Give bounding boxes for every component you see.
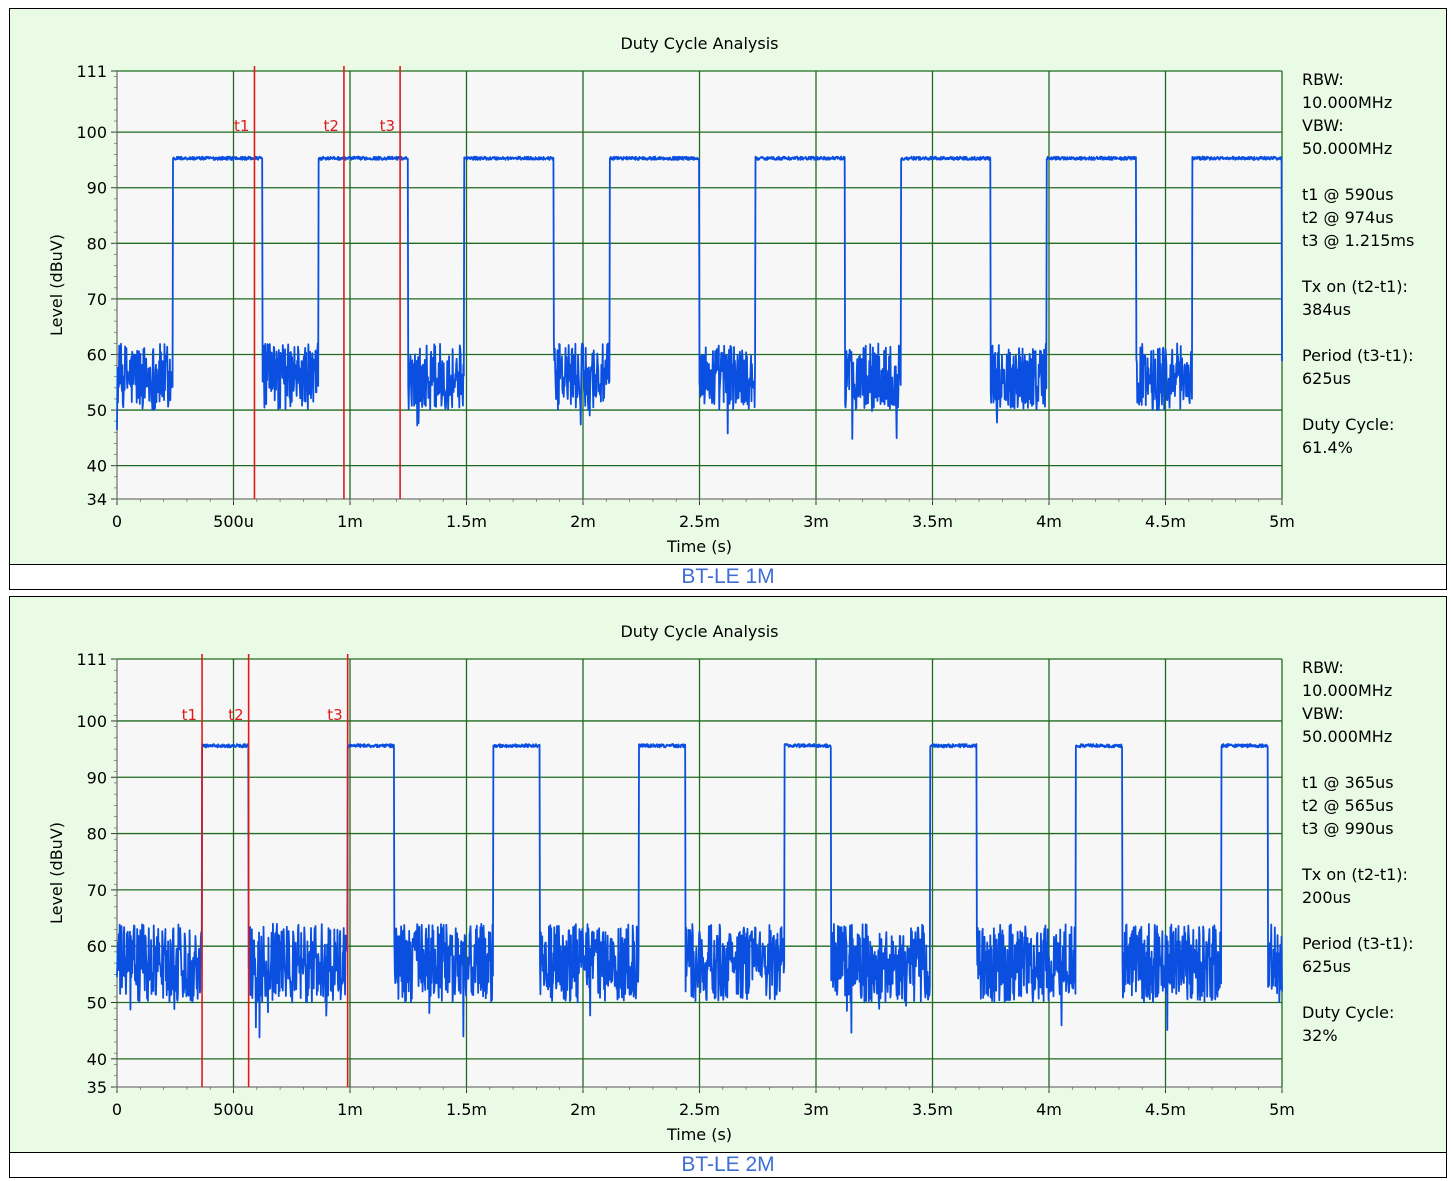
chart-caption-2m: BT-LE 2M [681,1153,775,1176]
x-tick-label: 4.5m [1145,512,1186,531]
x-tick-label: 2.5m [679,1100,720,1119]
x-tick-label: 500u [213,512,254,531]
y-tick-label: 50 [87,994,107,1013]
info-line: t3 @ 1.215ms [1302,231,1414,250]
x-tick-label: 0 [112,512,122,531]
y-tick-label: 70 [87,290,107,309]
info-line: 625us [1302,369,1351,388]
y-axis-label: Level (dBuV) [47,234,66,336]
info-line: 50.000MHz [1302,139,1392,158]
marker-label-t1: t1 [182,706,197,724]
info-line: Tx on (t2-t1): [1301,277,1408,296]
chart-title: Duty Cycle Analysis [620,34,778,53]
y-tick-label: 34 [87,490,107,509]
y-tick-label: 35 [87,1078,107,1097]
y-tick-label: 50 [87,401,107,420]
x-tick-label: 1.5m [446,512,487,531]
x-tick-label: 1m [337,512,363,531]
x-axis-label: Time (s) [666,1125,732,1144]
signal-trace [116,743,1283,1039]
duty-cycle-chart-2m: Duty Cycle Analysis 35 40 50 60 70 80 90 100 111 0… [47,622,1414,1144]
chart-panel-2: Duty Cycle Analysis 35 40 50 60 70 80 90 100 111 0… [9,596,1447,1178]
signal-trace [116,155,1283,440]
y-tick-label: 90 [87,768,107,787]
marker-label-t2: t2 [324,117,339,135]
y-tick-label: 111 [76,650,107,669]
x-tick-label: 3m [803,1100,829,1119]
x-tick-label: 0 [112,1100,122,1119]
marker-label-t2: t2 [228,706,243,724]
x-axis-label: Time (s) [666,537,732,556]
x-tick-label: 2.5m [679,512,720,531]
y-tick-label: 90 [87,179,107,198]
info-line: 200us [1302,888,1351,907]
info-line: 384us [1302,300,1351,319]
y-tick-label: 80 [87,825,107,844]
info-line: 10.000MHz [1302,681,1392,700]
marker-label-t1: t1 [234,117,249,135]
y-tick-label: 80 [87,234,107,253]
info-line: 10.000MHz [1302,93,1392,112]
x-tick-label: 3m [803,512,829,531]
info-line: Period (t3-t1): [1302,346,1414,365]
x-tick-label: 1.5m [446,1100,487,1119]
info-line: t2 @ 565us [1302,796,1394,815]
x-tick-label: 5m [1269,1100,1295,1119]
x-tick-label: 1m [337,1100,363,1119]
x-tick-label: 2m [570,1100,596,1119]
info-line: t1 @ 365us [1302,773,1394,792]
info-line: RBW: [1302,658,1344,677]
x-tick-label: 3.5m [912,1100,953,1119]
marker-label-t3: t3 [380,117,395,135]
y-axis-label: Level (dBuV) [47,822,66,924]
x-tick-label: 2m [570,512,596,531]
y-tick-label: 100 [76,712,107,731]
info-line: t1 @ 590us [1302,185,1394,204]
info-line: RBW: [1302,70,1344,89]
y-tick-label: 111 [76,62,107,81]
x-tick-label: 5m [1269,512,1295,531]
info-line: 32% [1302,1026,1338,1045]
info-line: VBW: [1302,116,1344,135]
x-tick-label: 500u [213,1100,254,1119]
chart-title: Duty Cycle Analysis [620,622,778,641]
info-line: Tx on (t2-t1): [1301,865,1408,884]
duty-cycle-chart-1m: Duty Cycle Analysis 34 40 50 60 70 80 90 100 111 0… [47,34,1414,556]
chart-area-2: Duty Cycle Analysis 35 40 50 60 70 80 90 100 111 0… [10,597,1446,1153]
x-tick-label: 4m [1036,1100,1062,1119]
y-tick-label: 60 [87,345,107,364]
chart-caption-1m: BT-LE 1M [681,565,775,588]
info-line: Duty Cycle: [1302,415,1394,434]
y-tick-label: 100 [76,123,107,142]
y-tick-label: 70 [87,881,107,900]
info-line: Period (t3-t1): [1302,934,1414,953]
y-tick-label: 40 [87,1050,107,1069]
chart-area-1: Duty Cycle Analysis 34 40 50 60 70 80 90 100 111 0… [10,9,1446,565]
chart-panel-1: Duty Cycle Analysis 34 40 50 60 70 80 90 100 111 0… [9,8,1447,590]
x-tick-label: 4m [1036,512,1062,531]
x-tick-label: 4.5m [1145,1100,1186,1119]
info-line: t2 @ 974us [1302,208,1394,227]
marker-label-t3: t3 [327,706,342,724]
info-line: 61.4% [1302,438,1353,457]
info-line: Duty Cycle: [1302,1003,1394,1022]
info-line: 625us [1302,957,1351,976]
x-tick-label: 3.5m [912,512,953,531]
info-line: VBW: [1302,704,1344,723]
y-tick-label: 60 [87,937,107,956]
y-tick-label: 40 [87,457,107,476]
info-line: t3 @ 990us [1302,819,1394,838]
info-line: 50.000MHz [1302,727,1392,746]
